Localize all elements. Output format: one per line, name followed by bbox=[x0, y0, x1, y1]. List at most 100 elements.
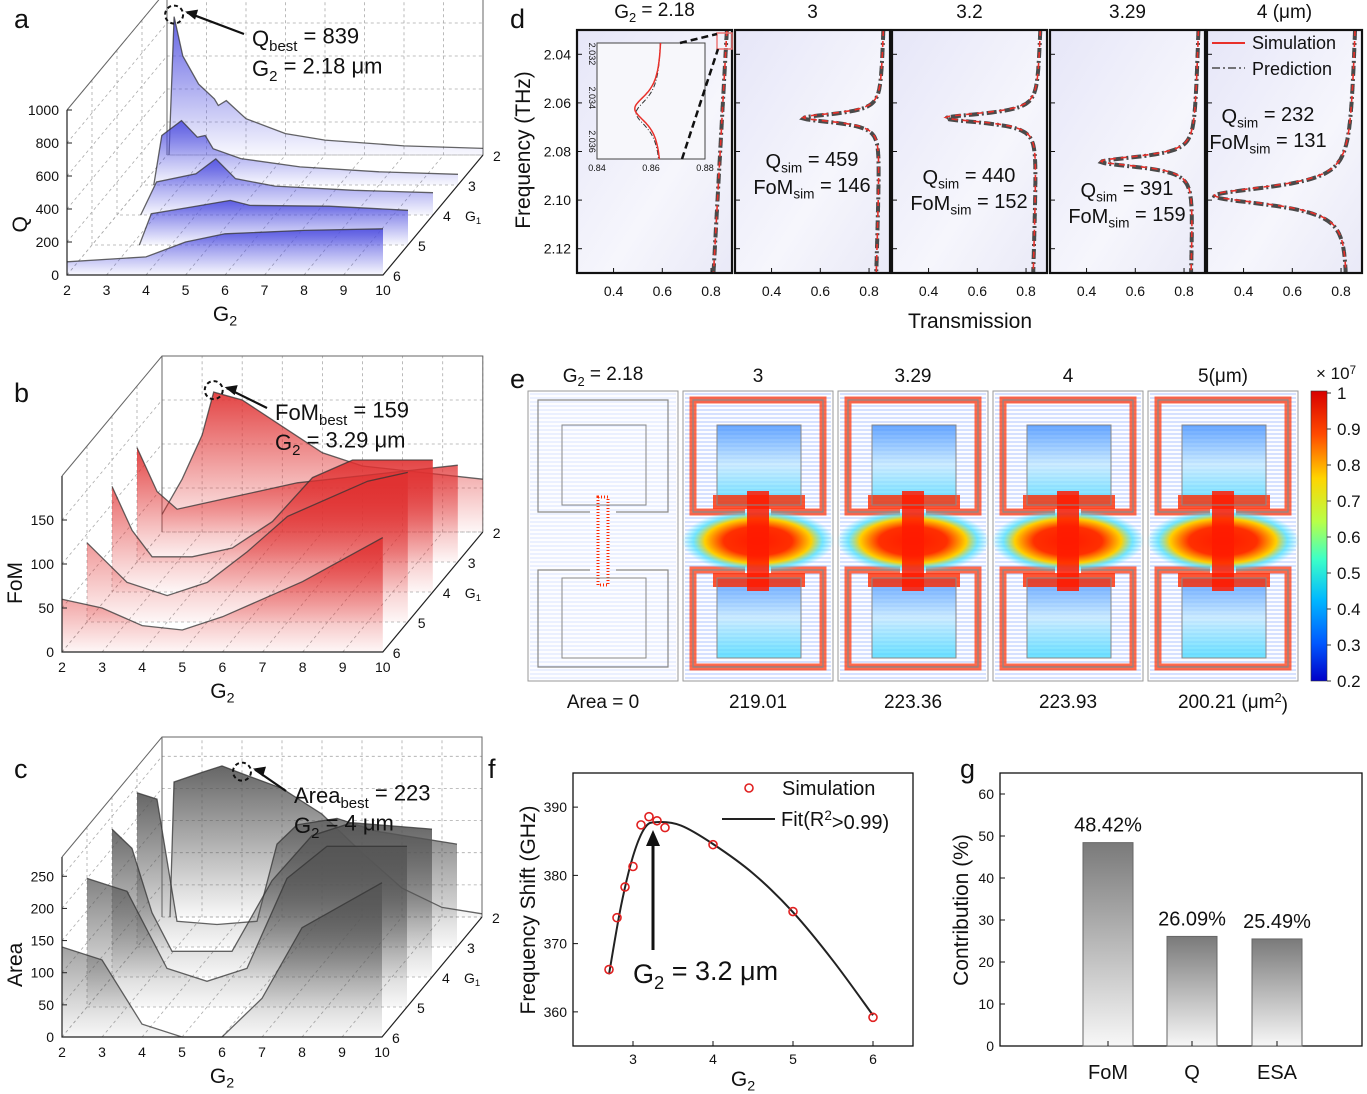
annotation-text-sub: 2 bbox=[269, 68, 277, 85]
y-tick-label: 30 bbox=[978, 912, 994, 928]
bridge-field bbox=[596, 495, 610, 587]
y-axis-label-main: G bbox=[464, 970, 475, 986]
resonator-square bbox=[1181, 424, 1267, 506]
zoom-inset: 0.84 0.86 0.88 2.032 2.034 2.036 bbox=[587, 42, 714, 173]
x-tick-label: 0.6 bbox=[811, 283, 831, 299]
resonator-square bbox=[716, 424, 802, 506]
x-tick-label: 10 bbox=[374, 1044, 390, 1060]
y-tick-label: 2 bbox=[493, 148, 501, 164]
inset-simulation-line bbox=[634, 43, 662, 160]
x-axis-label-main: G bbox=[210, 680, 226, 703]
area-label: 223.93 bbox=[1039, 692, 1097, 713]
panel-label-a: a bbox=[14, 4, 30, 34]
series-line-g1-4 bbox=[111, 459, 433, 558]
y-tick-label: 2 bbox=[493, 525, 501, 541]
x-tick-label: FoM bbox=[1088, 1062, 1128, 1084]
arrow-head-icon bbox=[253, 766, 266, 777]
resonator-square bbox=[1181, 577, 1267, 659]
z-tick-label: 0 bbox=[46, 1029, 54, 1045]
legend-fit-label: Fit(R2>0.99) bbox=[781, 808, 889, 834]
fom-sim-label-rest: = 146 bbox=[814, 175, 870, 197]
x-axis-label-main: G bbox=[731, 1068, 747, 1091]
y-tick-label: 4 bbox=[443, 208, 451, 224]
y-axis-label-sub: 1 bbox=[476, 593, 481, 604]
x-tick-label: 4 bbox=[138, 659, 146, 675]
fom-sim-label: FoMsim = 146 bbox=[753, 175, 870, 201]
z-tick-label: 200 bbox=[36, 234, 60, 250]
simulation-point bbox=[620, 882, 630, 892]
area-label: 219.01 bbox=[729, 692, 787, 713]
subplot-title-main: 3 bbox=[807, 2, 818, 23]
x-axis-label: Transmission bbox=[908, 310, 1032, 333]
y-tick-label: 370 bbox=[544, 936, 568, 952]
y-axis-label: Contribution (%) bbox=[950, 834, 973, 986]
best-marker bbox=[164, 4, 185, 25]
y-tick-label: 2.08 bbox=[544, 144, 571, 160]
fom-sim-label-sub: sim bbox=[793, 186, 814, 201]
q-sim-label-sub: sim bbox=[938, 176, 959, 191]
x-axis-label: G2 bbox=[213, 303, 237, 330]
x-tick-label: 4 bbox=[138, 1044, 146, 1060]
annotation-text-sub: best bbox=[340, 795, 369, 812]
x-tick-label: 3 bbox=[98, 1044, 106, 1060]
box-edge bbox=[66, 0, 484, 155]
y-tick-label: 6 bbox=[393, 645, 401, 661]
legend-fit-label-main: Fit(R bbox=[781, 809, 824, 831]
x-tick-label: 8 bbox=[299, 659, 307, 675]
x-tick-label: 3 bbox=[103, 282, 111, 298]
map-title: 3 bbox=[753, 366, 764, 387]
y-tick-label: 0 bbox=[986, 1038, 994, 1054]
simulation-point bbox=[660, 822, 670, 833]
map-title-main: 3.29 bbox=[895, 366, 932, 387]
annotation-text: G2 = 3.29 μm bbox=[275, 428, 405, 459]
map-title-rest: = 2.18 bbox=[585, 364, 644, 385]
square-field bbox=[1182, 578, 1266, 658]
x-tick-label: 7 bbox=[258, 1044, 266, 1060]
q-sim-label-sub: sim bbox=[1096, 189, 1117, 204]
resonator-square bbox=[871, 424, 957, 506]
series-line-g1-5 bbox=[86, 471, 408, 597]
q-sim-label-rest: = 440 bbox=[959, 165, 1015, 187]
annotation-text-sub: 2 bbox=[292, 442, 300, 459]
q-sim-label-sub: sim bbox=[1237, 115, 1258, 130]
annotation-text-main: Area bbox=[294, 783, 341, 808]
annotation-text: Qbest = 839 bbox=[252, 24, 359, 55]
z-tick-label: 150 bbox=[31, 512, 55, 528]
resonator-outline bbox=[537, 399, 669, 513]
q-sim-label: Qsim = 391 bbox=[1081, 178, 1174, 204]
bar-esa bbox=[1251, 938, 1303, 1047]
panel-label-b: b bbox=[14, 378, 29, 408]
simulation-point bbox=[708, 839, 718, 850]
x-tick-label: 8 bbox=[300, 282, 308, 298]
x-tick-label: 6 bbox=[869, 1051, 877, 1067]
annotation-text-sub: 2 bbox=[654, 972, 664, 993]
y-tick-label: 4 bbox=[443, 585, 451, 601]
simulation-point bbox=[636, 820, 646, 830]
z-tick-label: 400 bbox=[36, 201, 60, 217]
annotation-text-main: Q bbox=[252, 26, 269, 51]
panel-label-e: e bbox=[510, 364, 525, 394]
series-area-g1-6 bbox=[62, 882, 382, 1037]
series-line-g1-5 bbox=[86, 845, 407, 982]
subplot-title-rest: = 2.18 bbox=[636, 0, 695, 21]
x-tick-label: 0.4 bbox=[1234, 283, 1254, 299]
annotation-text-rest: = 3.29 μm bbox=[300, 428, 405, 453]
series-area-g1-6 bbox=[62, 537, 383, 652]
resonator-square bbox=[561, 577, 647, 659]
annotation-text-main: G bbox=[252, 56, 269, 81]
x-axis-label-sub: 2 bbox=[227, 691, 235, 707]
field-arrows bbox=[530, 393, 676, 679]
y-axis-label: Frequency Shift (GHz) bbox=[517, 806, 540, 1015]
x-tick-label: 4 bbox=[142, 282, 150, 298]
arrow-head-icon bbox=[185, 9, 199, 20]
field-map-3: 3.29 223.36 bbox=[837, 366, 989, 713]
x-tick-label: 10 bbox=[375, 282, 391, 298]
resonator-outline bbox=[847, 569, 979, 668]
y-tick-label: 2.12 bbox=[544, 241, 571, 257]
y-tick-label: 5 bbox=[418, 615, 426, 631]
colorbar-tick-label: 0.4 bbox=[1337, 600, 1361, 619]
colorbar-tick-label: 0.8 bbox=[1337, 456, 1361, 475]
resonator-outline bbox=[1157, 399, 1289, 513]
